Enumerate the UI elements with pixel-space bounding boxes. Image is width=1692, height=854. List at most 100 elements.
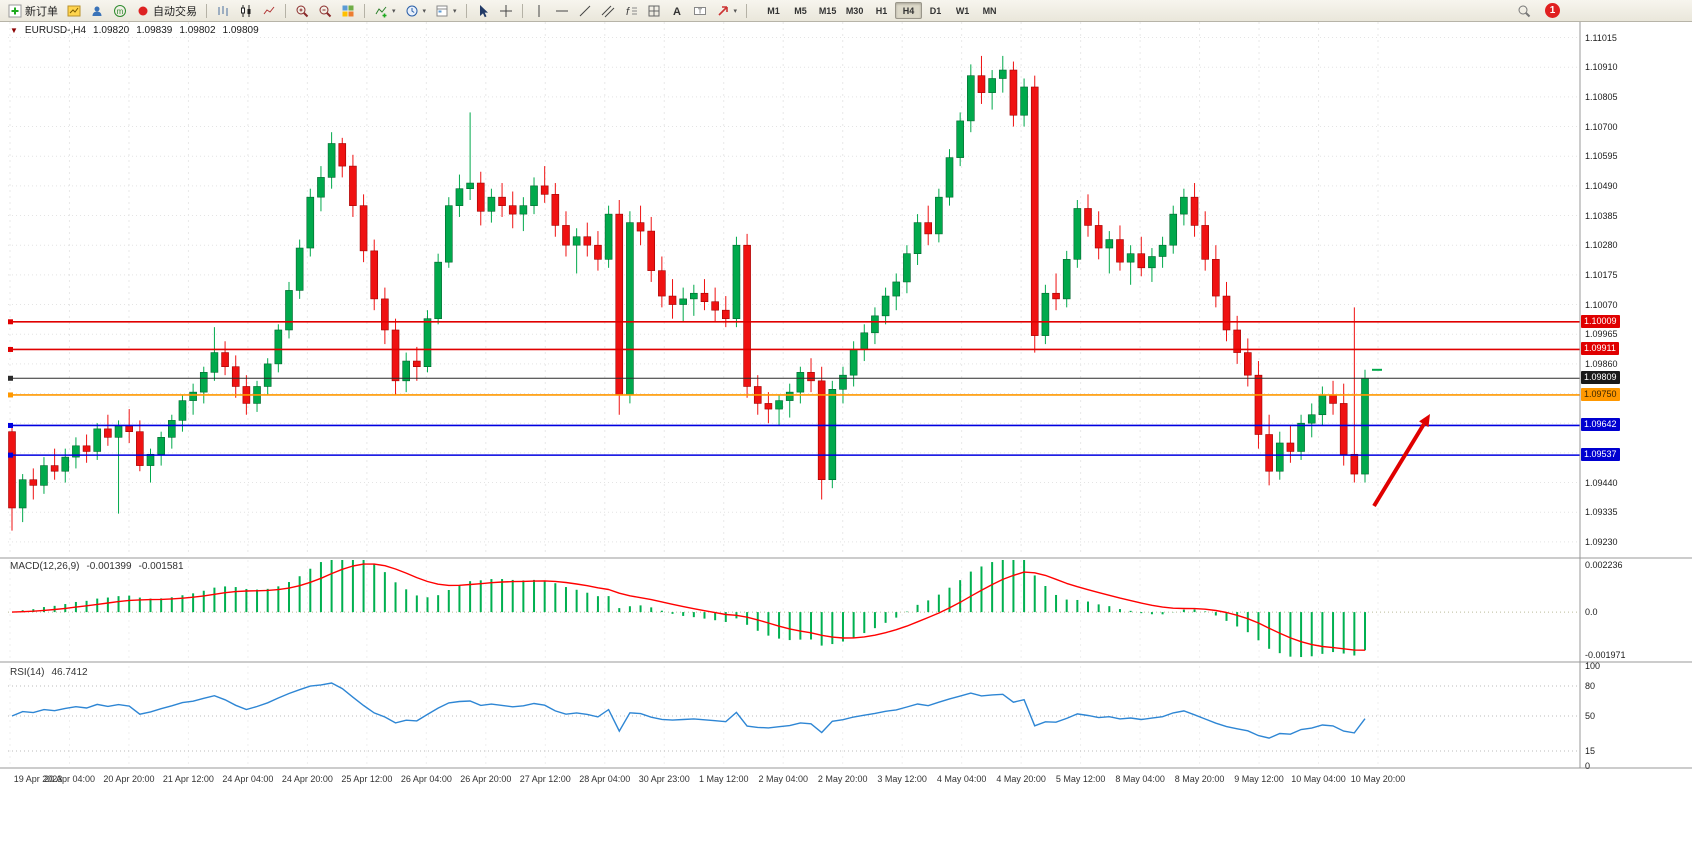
chart-open-value: 1.09820 bbox=[93, 25, 130, 36]
profiles-icon bbox=[92, 6, 102, 16]
toolbar-separator bbox=[206, 3, 207, 18]
bars-button[interactable] bbox=[212, 1, 234, 20]
chart-background bbox=[0, 20, 1692, 854]
fibonacci-button[interactable]: f bbox=[620, 1, 642, 20]
timeframe-h4-button[interactable]: H4 bbox=[895, 2, 923, 19]
periods-icon bbox=[406, 5, 418, 16]
tile-windows-icon bbox=[342, 5, 354, 16]
chart-collapse-icon[interactable]: ▼ bbox=[10, 26, 18, 35]
timeframe-m5-button[interactable]: M5 bbox=[787, 2, 814, 19]
equidistant-channel-button[interactable] bbox=[597, 1, 619, 20]
macd-signal-line bbox=[11, 563, 1366, 651]
new-order-label: 新订单 bbox=[25, 5, 58, 18]
macd-signal-value: -0.001581 bbox=[138, 561, 184, 572]
shapes-icon bbox=[648, 5, 660, 16]
rsi-line bbox=[11, 682, 1366, 739]
macd-label: MACD(12,26,9) -0.001399 -0.001581 bbox=[10, 561, 184, 572]
candlesticks-button[interactable] bbox=[235, 1, 257, 20]
macd-histogram bbox=[21, 560, 1366, 658]
mql-button[interactable]: m bbox=[109, 1, 131, 20]
toolbar-separator bbox=[521, 3, 523, 18]
svg-text:A: A bbox=[673, 6, 681, 18]
trend-arrow bbox=[1372, 414, 1430, 508]
profiles-button[interactable] bbox=[86, 1, 108, 20]
equidistant-channel-icon bbox=[601, 5, 614, 17]
auto-trading-label: 自动交易 bbox=[153, 5, 197, 18]
timeframe-m1-button[interactable]: M1 bbox=[760, 2, 787, 19]
timeframe-toolbar: M1 M5 M15 M30 H1 H4 D1 W1 MN bbox=[760, 2, 1003, 19]
timeframe-w1-button[interactable]: W1 bbox=[949, 2, 976, 19]
zoom-out-icon bbox=[319, 5, 332, 17]
chart-symbol-period: EURUSD-,H4 bbox=[24, 25, 87, 36]
candlesticks-icon bbox=[241, 4, 251, 17]
pane-separators bbox=[0, 21, 1692, 769]
crosshair-button[interactable] bbox=[495, 1, 517, 20]
shapes-button[interactable] bbox=[643, 1, 665, 20]
chevron-down-icon: ▾ bbox=[422, 7, 427, 15]
auto-trading-icon bbox=[138, 6, 148, 15]
text-button[interactable]: A bbox=[666, 1, 688, 20]
rsi-label: RSI(14) 46.7412 bbox=[10, 667, 88, 678]
timeframe-m15-button[interactable]: M15 bbox=[814, 2, 841, 19]
line-chart-button[interactable] bbox=[258, 1, 280, 20]
templates-icon bbox=[436, 5, 448, 16]
chart-header: ▼ EURUSD-,H4 1.09820 1.09839 1.09802 1.0… bbox=[10, 25, 259, 36]
toolbar-right-group: 1 bbox=[1513, 1, 1560, 20]
trendline-icon bbox=[579, 5, 590, 16]
periods-button[interactable]: ▾ bbox=[401, 1, 431, 20]
templates-button[interactable]: ▾ bbox=[431, 1, 461, 20]
auto-trading-button[interactable]: 自动交易 bbox=[132, 1, 201, 20]
text-icon: A bbox=[673, 6, 681, 18]
new-order-button[interactable]: 新订单 bbox=[4, 1, 62, 20]
horizontal-line-icon bbox=[555, 10, 568, 11]
toolbar-separator bbox=[746, 3, 748, 18]
line-chart-icon bbox=[263, 6, 275, 14]
new-order-icon bbox=[8, 4, 22, 17]
zoom-out-button[interactable] bbox=[314, 1, 336, 20]
cursor-button[interactable] bbox=[472, 1, 494, 20]
timeframe-d1-button[interactable]: D1 bbox=[922, 2, 949, 19]
text-label-icon: T bbox=[693, 6, 706, 15]
add-indicator-icon bbox=[375, 6, 387, 17]
vertical-line-button[interactable] bbox=[528, 1, 550, 20]
macd-main-value: -0.001399 bbox=[86, 561, 132, 572]
candles-layer bbox=[8, 55, 1369, 531]
zoom-in-button[interactable] bbox=[291, 1, 313, 20]
rsi-value: 46.7412 bbox=[51, 667, 88, 678]
trendline-button[interactable] bbox=[574, 1, 596, 20]
zoom-in-icon bbox=[296, 5, 309, 17]
mql-icon: m bbox=[114, 4, 126, 17]
svg-text:f: f bbox=[626, 6, 630, 18]
chevron-down-icon: ▾ bbox=[733, 7, 738, 15]
toolbar: 新订单 m 自动交易 ▾ ▾ ▾ bbox=[0, 0, 1692, 22]
chart-low-value: 1.09802 bbox=[179, 25, 216, 36]
toolbar-separator bbox=[364, 3, 365, 18]
bars-icon bbox=[218, 5, 228, 16]
macd-name: MACD(12,26,9) bbox=[10, 561, 80, 572]
timeframe-mn-button[interactable]: MN bbox=[976, 2, 1003, 19]
toolbar-separator bbox=[465, 3, 467, 18]
horizontal-lines bbox=[8, 319, 1580, 458]
open-chart-icon bbox=[67, 5, 81, 16]
text-label-button[interactable]: T bbox=[689, 1, 711, 20]
add-indicator-button[interactable]: ▾ bbox=[370, 1, 400, 20]
arrows-button[interactable]: ▾ bbox=[712, 1, 742, 20]
rsi-name: RSI(14) bbox=[10, 667, 45, 678]
search-button[interactable] bbox=[1513, 1, 1535, 20]
search-icon bbox=[1518, 5, 1531, 17]
tile-windows-button[interactable] bbox=[337, 1, 359, 20]
timeframe-h1-button[interactable]: H1 bbox=[868, 2, 895, 19]
cursor-icon bbox=[479, 4, 488, 17]
crosshair-icon bbox=[499, 4, 512, 17]
chart-close-value: 1.09809 bbox=[222, 25, 259, 36]
timeframe-m30-button[interactable]: M30 bbox=[841, 2, 868, 19]
vertical-line-icon bbox=[538, 4, 540, 17]
open-chart-button[interactable] bbox=[63, 1, 85, 20]
svg-text:m: m bbox=[117, 7, 124, 16]
horizontal-line-button[interactable] bbox=[551, 1, 573, 20]
chart-high-value: 1.09839 bbox=[136, 25, 173, 36]
notification-badge[interactable]: 1 bbox=[1545, 3, 1560, 18]
chevron-down-icon: ▾ bbox=[392, 7, 396, 15]
svg-text:T: T bbox=[697, 8, 702, 15]
